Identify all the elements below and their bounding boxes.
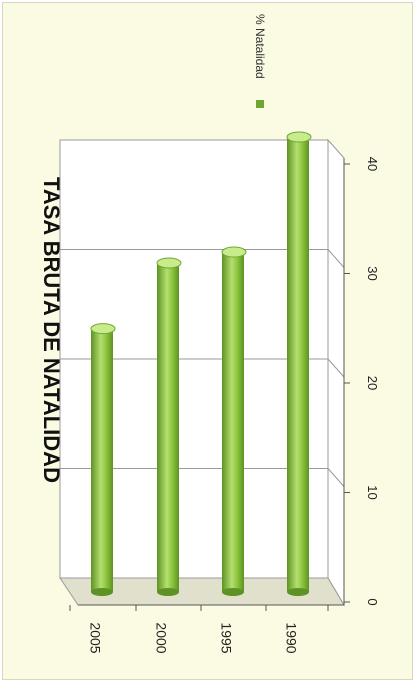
bar-top: [286, 131, 312, 143]
bar-base: [222, 588, 244, 596]
bar: [222, 252, 244, 592]
legend-swatch: [256, 100, 264, 108]
legend: % Natalidad: [253, 14, 267, 108]
value-tick-label: 10: [365, 485, 380, 499]
bar: [91, 328, 113, 592]
gridline-side: [327, 358, 345, 378]
category-label: 1995: [218, 622, 234, 653]
category-label: 1990: [283, 622, 299, 653]
value-tick-label: 20: [365, 376, 380, 390]
legend-label: % Natalidad: [253, 14, 267, 79]
bar-base: [91, 588, 113, 596]
category-label: 2005: [87, 622, 103, 653]
value-tick-label: 30: [365, 266, 380, 280]
value-tick-label: 40: [365, 157, 380, 171]
category-label: 2000: [153, 622, 169, 653]
bar-base: [287, 588, 309, 596]
value-tick-label: 0: [365, 598, 380, 605]
bar: [157, 262, 179, 592]
bar-top: [221, 246, 247, 258]
gridline-side: [327, 249, 345, 268]
gridline-side: [327, 468, 345, 487]
bar-top: [156, 257, 182, 269]
plot-side-wall: [327, 138, 345, 607]
bar: [287, 137, 309, 593]
bar-top: [90, 323, 116, 335]
chart-title: TASA BRUTA DE NATALIDAD: [39, 177, 64, 483]
bar-base: [157, 588, 179, 596]
